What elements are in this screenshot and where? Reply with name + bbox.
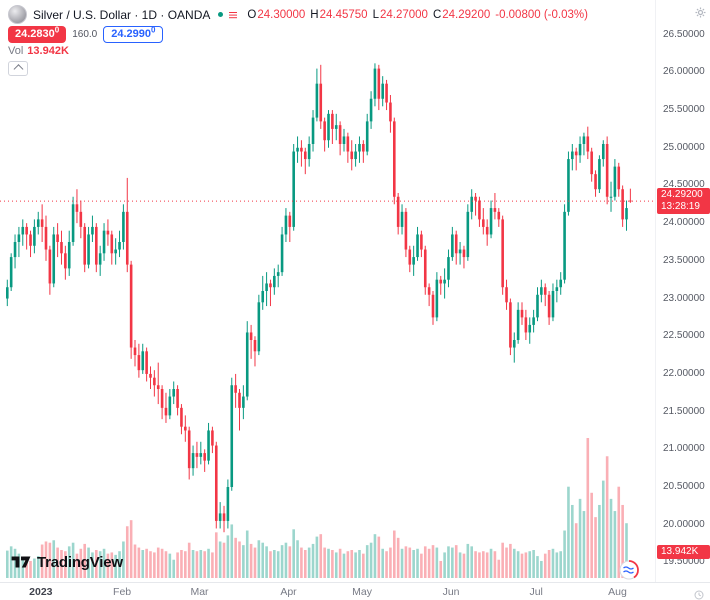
price-tick-label: 26.50000 (663, 28, 705, 40)
time-tick-label: Aug (608, 586, 627, 598)
volume-axis-badge: 13.942K (657, 545, 710, 559)
chevron-up-icon (13, 63, 23, 74)
time-axis-settings-icon[interactable] (694, 587, 704, 600)
time-tick-label: Mar (190, 586, 209, 598)
time-tick-label: Jul (529, 586, 543, 598)
ohlc-open-value: 24.30000 (257, 8, 306, 21)
volume-readout: Vol 13.942K (8, 45, 69, 57)
candles (6, 63, 632, 533)
time-tick-label: Apr (280, 586, 297, 598)
spread-value: 160.0 (72, 29, 98, 40)
price-tick-label: 23.00000 (663, 292, 705, 304)
oanda-logo-icon[interactable] (619, 560, 639, 580)
sell-price-button[interactable]: 24.28300 (8, 26, 67, 43)
time-axis[interactable]: 2023 Feb Mar Apr May Jun Jul Aug (0, 582, 710, 600)
price-axis[interactable]: 26.50000 26.00000 25.50000 25.00000 24.50000… (655, 0, 710, 582)
time-tick-label: Feb (113, 586, 132, 598)
volume-label: Vol (8, 45, 24, 57)
ohlc-high-label: H (310, 8, 319, 21)
change-readout: -0.00800 (-0.03%) (495, 8, 588, 21)
last-price-value: 24.29200 (661, 189, 703, 201)
tradingview-logo[interactable]: TradingView (10, 553, 123, 571)
price-tick-label: 20.50000 (663, 481, 705, 492)
ohlc-close-label: C (432, 8, 442, 21)
ohlc-low-value: 24.27000 (379, 8, 428, 21)
price-tick-label: 25.50000 (663, 104, 705, 116)
tradingview-wordmark: TradingView (37, 553, 123, 571)
price-tick-label: 21.50000 (663, 405, 705, 417)
time-tick-label: May (352, 586, 372, 598)
market-status-dot-icon (218, 12, 224, 17)
gear-icon[interactable] (695, 5, 706, 23)
ohlc-close-value: 24.29200 (442, 8, 491, 21)
bid-ask-row: 24.28300 160.0 24.29900 (8, 26, 164, 43)
time-tick-label: 2023 (29, 586, 53, 598)
price-tick-label: 24.00000 (663, 217, 705, 229)
ohlc-low-label: L (372, 8, 379, 21)
volume-value: 13.942K (27, 45, 69, 57)
ohlc-high-value: 24.45750 (319, 8, 368, 21)
time-tick-label: Jun (442, 586, 460, 598)
silver-coin-icon (8, 5, 27, 24)
price-tick-label: 22.00000 (663, 367, 705, 379)
price-tick-label: 23.50000 (663, 254, 705, 266)
price-tick-label: 24.50000 (663, 179, 705, 191)
tradingview-mark-icon (11, 556, 31, 568)
symbol-title[interactable]: Silver / U.S. Dollar · 1D · OANDA (33, 7, 211, 22)
collapse-legend-button[interactable] (8, 61, 28, 76)
price-tick-label: 22.50000 (663, 330, 705, 342)
last-price-badge: 24.29200 13:28:19 (657, 188, 710, 215)
ohlc-readout: O 24.30000 H 24.45750 L 24.27000 C 24.29200 … (247, 9, 588, 21)
price-tick-label: 20.00000 (663, 518, 705, 530)
price-chart[interactable] (0, 0, 655, 582)
symbol-legend: Silver / U.S. Dollar · 1D · OANDA O 24.30… (8, 5, 588, 24)
price-tick-label: 26.00000 (663, 66, 705, 78)
volume-bars (6, 438, 632, 578)
ohlc-open-label: O (247, 8, 257, 21)
price-tick-label: 25.00000 (663, 141, 705, 153)
bar-countdown: 13:28:19 (661, 201, 700, 213)
price-tick-label: 21.00000 (663, 443, 705, 455)
menu-lines-icon (229, 11, 238, 19)
price-tick-label: 19.50000 (663, 556, 705, 568)
buy-price-button[interactable]: 24.29900 (103, 26, 164, 43)
